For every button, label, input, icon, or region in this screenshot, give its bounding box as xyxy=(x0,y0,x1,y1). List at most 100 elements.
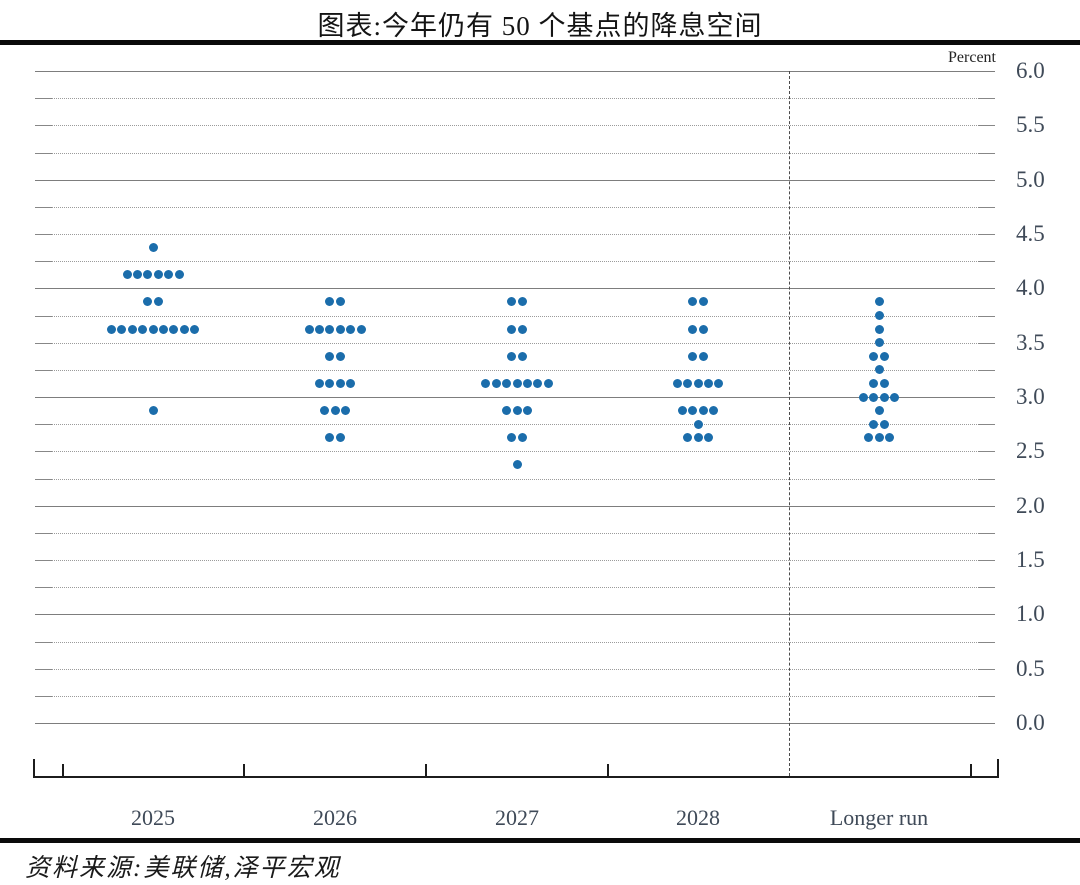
projection-dot xyxy=(325,351,335,361)
x-axis-label: 2028 xyxy=(676,805,720,830)
gridline-major xyxy=(35,71,995,72)
projection-dot xyxy=(522,378,532,388)
projection-dot xyxy=(683,433,693,443)
gridline-minor xyxy=(35,478,995,480)
y-tick-label: 3.5 xyxy=(1016,329,1045,355)
projection-dot xyxy=(517,433,527,443)
y-tick-label: 1.0 xyxy=(1016,601,1045,627)
projection-dot xyxy=(698,297,708,307)
projection-dot xyxy=(153,270,163,280)
projection-dot xyxy=(683,378,693,388)
x-axis-tick xyxy=(607,764,609,776)
y-tick-label: 2.0 xyxy=(1016,492,1045,518)
projection-dot xyxy=(153,297,163,307)
projection-dot xyxy=(672,378,682,388)
gridline-minor xyxy=(35,560,995,561)
gridline-major xyxy=(35,505,995,507)
x-axis-line xyxy=(33,776,999,778)
projection-dot xyxy=(874,338,884,348)
projection-dot xyxy=(335,324,345,334)
projection-dot xyxy=(517,324,527,334)
projection-dot xyxy=(314,324,324,334)
projection-dot xyxy=(869,392,879,402)
projection-dot xyxy=(874,433,884,443)
projection-dot xyxy=(502,378,512,388)
gridline-minor xyxy=(35,424,995,426)
projection-dot xyxy=(693,433,703,443)
projection-dot xyxy=(148,243,158,253)
y-tick-label: 5.5 xyxy=(1016,112,1045,138)
y-tick-label: 3.0 xyxy=(1016,384,1045,409)
gridline-minor xyxy=(35,587,995,589)
gridline-major xyxy=(35,723,995,724)
longer-run-separator xyxy=(789,71,790,776)
projection-dot xyxy=(507,324,517,334)
projection-dot xyxy=(543,378,553,388)
gridline-minor xyxy=(35,315,995,317)
projection-dot xyxy=(517,351,527,361)
x-axis-corner-tick xyxy=(997,759,999,776)
projection-dot xyxy=(507,351,517,361)
projection-dot xyxy=(148,406,158,416)
bottom-divider xyxy=(0,838,1080,843)
projection-dot xyxy=(340,406,350,416)
gridline-minor xyxy=(35,695,995,697)
projection-dot xyxy=(709,406,719,416)
projection-dot xyxy=(517,297,527,307)
gridline-major xyxy=(35,614,995,616)
projection-dot xyxy=(890,392,900,402)
projection-dot xyxy=(335,433,345,443)
projection-dot xyxy=(677,406,687,416)
projection-dot xyxy=(874,365,884,375)
projection-dot xyxy=(884,433,894,443)
projection-dot xyxy=(143,270,153,280)
x-axis-label: 2025 xyxy=(131,805,175,830)
projection-dot xyxy=(314,378,324,388)
projection-dot xyxy=(304,324,314,334)
y-tick-label: 5.0 xyxy=(1016,166,1045,192)
projection-dot xyxy=(138,324,148,334)
projection-dot xyxy=(179,324,189,334)
projection-dot xyxy=(512,378,522,388)
projection-dot xyxy=(869,378,879,388)
projection-dot xyxy=(688,297,698,307)
gridline-minor xyxy=(35,532,995,534)
gridline-major xyxy=(35,179,995,181)
x-axis-tick xyxy=(62,764,64,776)
gridline-minor xyxy=(35,98,995,100)
y-axis-unit-label: Percent xyxy=(948,49,996,66)
projection-dot xyxy=(693,378,703,388)
projection-dot xyxy=(330,406,340,416)
y-tick-label: 0.0 xyxy=(1016,710,1045,735)
chart-title: 图表:今年仍有 50 个基点的降息空间 xyxy=(317,11,763,41)
projection-dot xyxy=(491,378,501,388)
projection-dot xyxy=(335,378,345,388)
projection-dot xyxy=(325,378,335,388)
top-divider xyxy=(0,40,1080,45)
projection-dot xyxy=(714,378,724,388)
gridline-minor xyxy=(35,206,995,208)
projection-dot xyxy=(325,297,335,307)
gridline-minor xyxy=(35,152,995,154)
projection-dot xyxy=(325,433,335,443)
projection-dot xyxy=(148,324,158,334)
projection-dot xyxy=(874,324,884,334)
y-tick-label: 4.5 xyxy=(1016,221,1045,246)
projection-dot xyxy=(122,270,132,280)
projection-dot xyxy=(879,419,889,429)
projection-dot xyxy=(346,378,356,388)
projection-dot xyxy=(698,324,708,334)
gridline-minor xyxy=(35,125,995,127)
plot-area: Percent 0.0 0.5 1.0 1.5 2.0 2.5 3.0 3.5 4.0 4.5 5.… xyxy=(33,49,1045,830)
gridline-major xyxy=(35,397,995,398)
source-note: 资料来源:美联储,泽平宏观 xyxy=(25,855,341,882)
projection-dot xyxy=(688,351,698,361)
projection-dot xyxy=(693,419,703,429)
projection-dot xyxy=(169,324,179,334)
projection-dot xyxy=(127,324,137,334)
y-tick-label: 0.5 xyxy=(1016,655,1045,681)
projection-dot xyxy=(703,433,713,443)
projection-dot xyxy=(874,311,884,320)
projection-dot xyxy=(502,406,512,416)
x-axis-corner-tick xyxy=(33,759,35,776)
